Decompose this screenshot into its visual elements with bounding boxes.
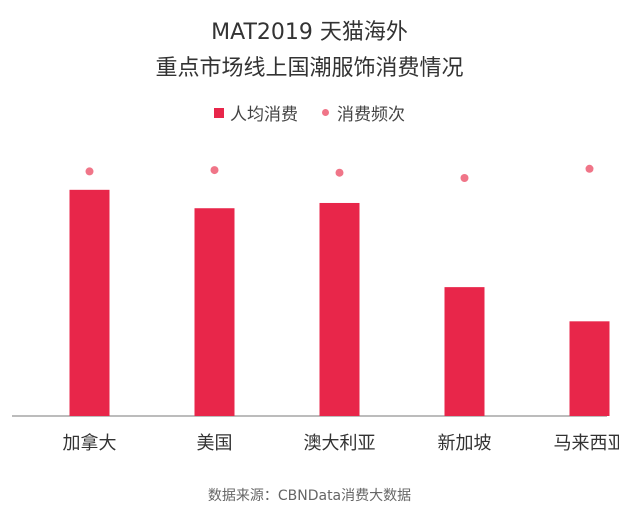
- legend: 人均消费 消费频次: [0, 100, 619, 125]
- x-tick-label-0: 加拿大: [63, 432, 117, 454]
- legend-dot-swatch: [322, 109, 329, 116]
- x-tick-label-3: 新加坡: [438, 433, 492, 454]
- x-tick-label-4: 马来西亚: [554, 433, 619, 454]
- bar-4: [569, 321, 610, 416]
- bar-3: [444, 287, 485, 416]
- x-tick-label-2: 澳大利亚: [304, 433, 376, 454]
- dot-0: [85, 167, 94, 176]
- dot-4: [585, 164, 594, 173]
- bar-2: [319, 202, 360, 416]
- legend-item-avg-spend: 人均消费: [214, 100, 298, 125]
- dot-1: [210, 166, 219, 175]
- legend-item-frequency: 消费频次: [322, 100, 405, 125]
- legend-label-avg-spend: 人均消费: [230, 105, 298, 125]
- chart-subtitle: 重点市场线上国潮服饰消费情况: [155, 56, 464, 81]
- bar-1: [194, 208, 235, 416]
- dot-2: [335, 168, 344, 177]
- bar-0: [69, 189, 110, 416]
- x-tick-label-1: 美国: [197, 433, 233, 454]
- data-source: 数据来源：CBNData消费大数据: [207, 488, 412, 504]
- legend-bar-swatch: [214, 107, 224, 118]
- chart-title: MAT2019 天猫海外: [211, 20, 408, 45]
- legend-label-frequency: 消费频次: [337, 105, 405, 125]
- dot-3: [460, 173, 469, 182]
